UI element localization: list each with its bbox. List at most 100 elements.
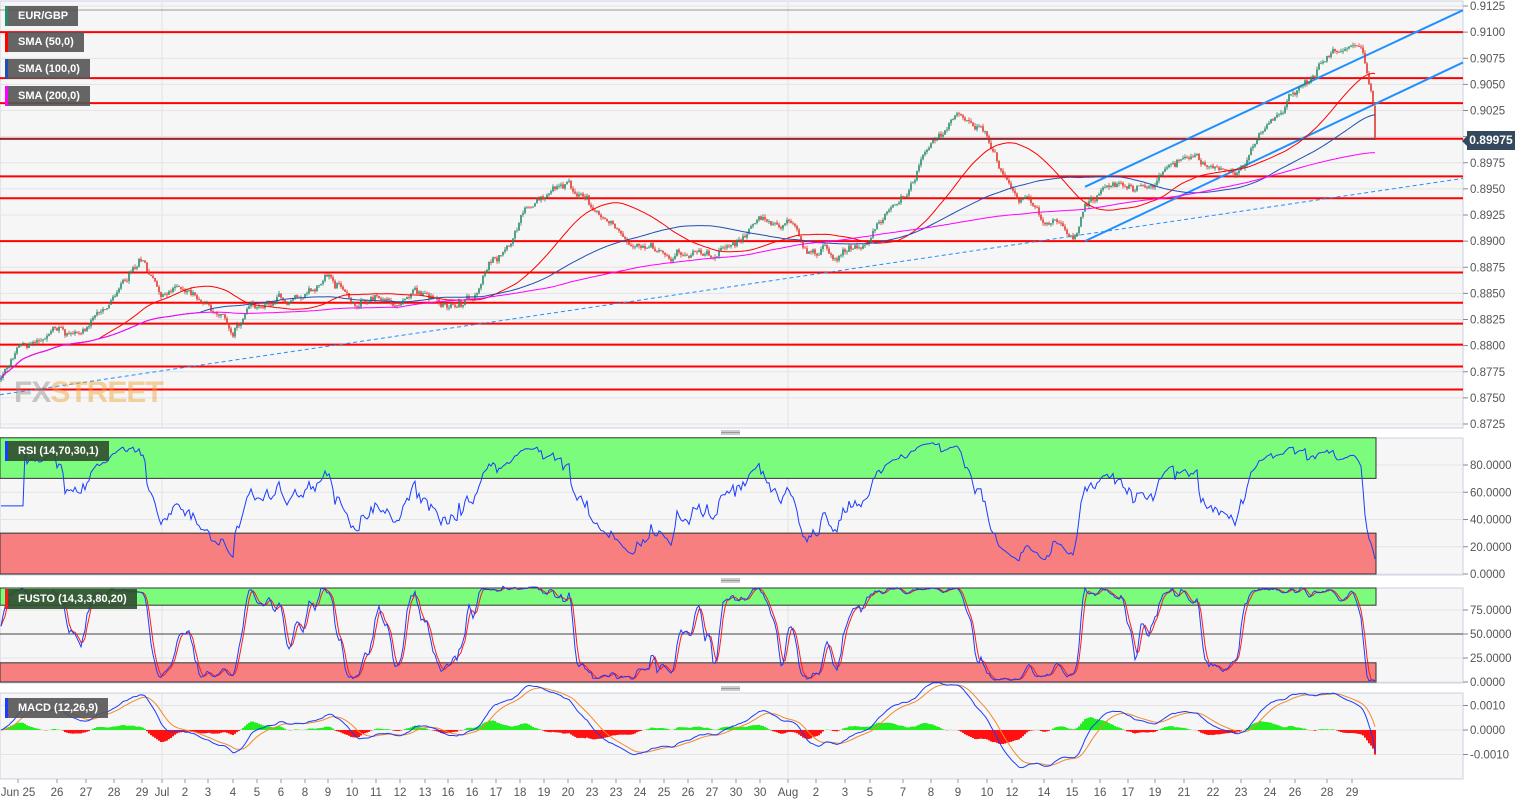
macd-histogram-bar (916, 725, 918, 730)
macd-histogram-bar (1252, 723, 1254, 730)
macd-histogram-bar (96, 727, 98, 730)
macd-histogram-bar (1122, 729, 1124, 730)
candle-body (670, 258, 672, 262)
candle-body (262, 307, 264, 309)
sma50-label[interactable]: SMA (50,0) (5, 32, 84, 52)
candle-body (1226, 169, 1228, 171)
candle-body (98, 312, 100, 313)
candle-body (752, 224, 754, 227)
macd-histogram-bar (964, 730, 966, 735)
candle-body (1016, 193, 1018, 200)
fusto-axis-tick-label: 25.0000 (1470, 653, 1512, 665)
candle-body (992, 148, 994, 152)
sma100-label[interactable]: SMA (100,0) (5, 59, 90, 79)
instrument-label[interactable]: EUR/GBP (5, 6, 79, 26)
candle-body (1230, 170, 1232, 172)
price-axis-tick-label: 0.9125 (1470, 1, 1505, 13)
candle-body (320, 283, 322, 286)
candle-body (668, 255, 670, 259)
candle-body (1006, 176, 1008, 180)
fxstreet-logo: FXSTREET (14, 376, 164, 409)
macd-histogram-bar (898, 725, 900, 730)
macd-histogram-bar (1076, 727, 1078, 730)
candle-body (330, 274, 332, 278)
candle-body (1204, 162, 1206, 166)
macd-histogram-bar (400, 730, 402, 731)
candle-body (1150, 185, 1152, 187)
rsi-label[interactable]: RSI (14,70,30,1) (5, 441, 109, 461)
x-tick-label: 10 (346, 787, 359, 799)
macd-histogram-bar (1198, 730, 1200, 732)
candle-body (1314, 75, 1316, 77)
macd-histogram-bar (1180, 727, 1182, 730)
macd-histogram-bar (790, 730, 792, 732)
macd-histogram-bar (1020, 730, 1022, 738)
candle-body (602, 217, 604, 219)
macd-histogram-bar (852, 726, 854, 730)
candle-body (60, 327, 62, 328)
x-tick-label: 17 (1122, 787, 1135, 799)
macd-axis-tick-label: -0.0010 (1470, 750, 1509, 762)
macd-histogram-bar (514, 725, 516, 730)
macd-histogram-bar (768, 729, 770, 730)
macd-histogram-bar (1318, 729, 1320, 730)
macd-histogram-bar (426, 728, 428, 730)
macd-histogram-bar (206, 730, 208, 734)
candle-body (698, 250, 700, 253)
macd-label[interactable]: MACD (12,26,9) (5, 698, 109, 718)
macd-histogram-bar (1370, 730, 1372, 746)
macd-histogram-bar (630, 730, 632, 735)
candle-body (1060, 222, 1062, 224)
fusto-label[interactable]: FUSTO (14,3,3,80,20) (5, 589, 137, 609)
macd-histogram-bar (694, 726, 696, 730)
candle-body (172, 288, 174, 293)
candle-body (10, 359, 12, 366)
sma200-label[interactable]: SMA (200,0) (5, 86, 90, 106)
x-tick-label: 12 (1006, 787, 1019, 799)
macd-histogram-bar (210, 730, 212, 734)
macd-histogram-bar (1008, 730, 1010, 743)
candle-body (544, 197, 546, 200)
macd-histogram-bar (678, 727, 680, 730)
candle-body (844, 249, 846, 253)
candle-body (1030, 198, 1032, 203)
candle-body (490, 261, 492, 263)
panel-resize-handle[interactable] (721, 578, 740, 583)
macd-histogram-bar (1168, 726, 1170, 730)
macd-histogram-bar (478, 726, 480, 730)
macd-histogram-bar (1064, 727, 1066, 730)
macd-histogram-bar (1144, 730, 1146, 733)
candle-body (176, 286, 178, 287)
candle-body (810, 251, 812, 253)
macd-histogram-bar (1128, 730, 1130, 732)
candle-body (478, 288, 480, 294)
candle-body (792, 222, 794, 224)
macd-histogram-bar (1202, 730, 1204, 734)
candle-body (716, 256, 718, 258)
candle-body (702, 253, 704, 256)
macd-histogram-bar (664, 728, 666, 730)
macd-histogram-bar (496, 722, 498, 730)
candle-body (882, 219, 884, 223)
candle-body (260, 306, 262, 308)
candle-body (1100, 190, 1102, 195)
macd-histogram-bar (762, 725, 764, 730)
candle-body (682, 254, 684, 256)
macd-histogram-bar (652, 727, 654, 730)
macd-histogram-bar (1280, 726, 1282, 730)
macd-histogram-bar (256, 723, 258, 730)
panel-resize-handle[interactable] (721, 430, 740, 435)
macd-histogram-bar (282, 727, 284, 730)
macd-histogram-bar (744, 726, 746, 730)
candle-body (818, 254, 820, 256)
macd-histogram-bar (384, 729, 386, 730)
candle-body (526, 206, 528, 208)
candle-body (618, 228, 620, 231)
candle-body (1094, 200, 1096, 202)
macd-histogram-bar (1160, 728, 1162, 730)
candle-body (600, 214, 602, 218)
panel-resize-handle[interactable] (721, 686, 740, 691)
macd-histogram-bar (976, 730, 978, 740)
macd-histogram-bar (1026, 730, 1028, 733)
macd-histogram-bar (518, 725, 520, 730)
